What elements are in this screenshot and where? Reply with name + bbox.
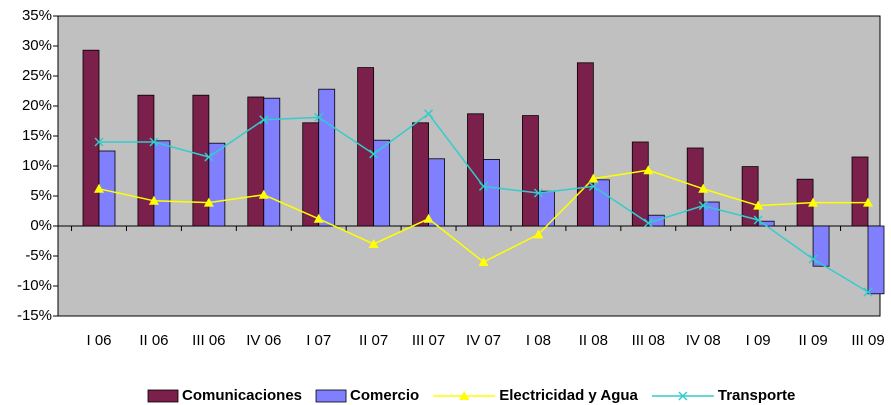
bar — [373, 139, 391, 227]
point — [313, 213, 324, 223]
point — [368, 239, 379, 248]
point — [678, 391, 688, 401]
point — [258, 189, 269, 199]
point — [204, 152, 214, 162]
point — [459, 391, 470, 400]
bar — [428, 158, 445, 227]
point — [423, 213, 434, 223]
legend-label: Comercio — [350, 387, 419, 404]
x-tick-label: IV 06 — [246, 332, 281, 349]
bar — [576, 62, 594, 227]
bar — [631, 141, 649, 227]
point — [533, 188, 543, 198]
point — [753, 215, 763, 225]
x-tick-label: I 09 — [746, 332, 771, 349]
point — [753, 200, 764, 210]
x-tick-label: IV 07 — [466, 332, 501, 349]
x-tick-label: IV 08 — [686, 332, 721, 349]
bar — [851, 156, 869, 227]
x-tick-label: I 06 — [86, 332, 111, 349]
point — [148, 195, 159, 205]
y-tick-label: 20% — [22, 97, 52, 114]
bar — [686, 147, 704, 227]
bar — [302, 122, 320, 227]
y-tick-label: 0% — [30, 217, 52, 234]
point — [863, 197, 873, 207]
point — [588, 173, 599, 183]
bar — [812, 225, 830, 267]
point — [203, 197, 214, 207]
point — [863, 287, 873, 297]
y-tick-label: 35% — [22, 7, 52, 24]
point — [698, 183, 709, 193]
point — [698, 201, 708, 211]
y-tick-label: 25% — [22, 67, 52, 84]
bar — [741, 166, 759, 227]
y-tick-label: -15% — [17, 307, 52, 324]
bar — [592, 179, 610, 227]
y-tick-label: -5% — [25, 247, 52, 264]
y-tick-label: -10% — [17, 277, 52, 294]
x-tick-label: II 08 — [579, 332, 608, 349]
y-tick-label: 10% — [22, 157, 52, 174]
bar — [412, 122, 429, 227]
legend-swatch — [315, 389, 347, 403]
point — [478, 181, 489, 191]
y-tick-label: 15% — [22, 127, 52, 144]
x-tick-label: III 06 — [192, 332, 225, 349]
point — [259, 115, 269, 125]
x-tick-label: III 08 — [632, 332, 665, 349]
bar — [263, 97, 281, 227]
point — [533, 229, 544, 239]
point — [808, 254, 818, 264]
point — [369, 149, 379, 159]
legend-swatch — [147, 389, 179, 403]
point — [478, 257, 489, 266]
bar — [867, 225, 885, 295]
bar — [153, 140, 171, 227]
x-tick-label: III 07 — [412, 332, 445, 349]
point — [314, 112, 324, 122]
point — [643, 165, 654, 175]
point — [94, 183, 104, 193]
bar — [483, 158, 500, 227]
point — [149, 137, 159, 147]
legend-label: Transporte — [718, 387, 796, 404]
bar — [137, 94, 155, 227]
x-tick-label: I 08 — [526, 332, 551, 349]
y-tick-label: 5% — [30, 187, 52, 204]
x-tick-label: II 07 — [359, 332, 388, 349]
point — [643, 218, 653, 228]
point — [588, 181, 598, 191]
bar — [318, 88, 336, 227]
point — [424, 109, 434, 119]
point — [94, 137, 104, 147]
bar — [522, 115, 539, 227]
x-tick-label: II 06 — [139, 332, 168, 349]
y-tick-label: 30% — [22, 37, 52, 54]
bar — [82, 49, 100, 227]
bar — [467, 113, 484, 227]
legend-label: Electricidad y Agua — [499, 387, 638, 404]
legend-label: Comunicaciones — [182, 387, 302, 404]
x-tick-label: III 09 — [851, 332, 884, 349]
point — [808, 197, 819, 207]
x-tick-label: II 09 — [798, 332, 827, 349]
bar — [357, 67, 375, 227]
x-tick-label: I 07 — [306, 332, 331, 349]
